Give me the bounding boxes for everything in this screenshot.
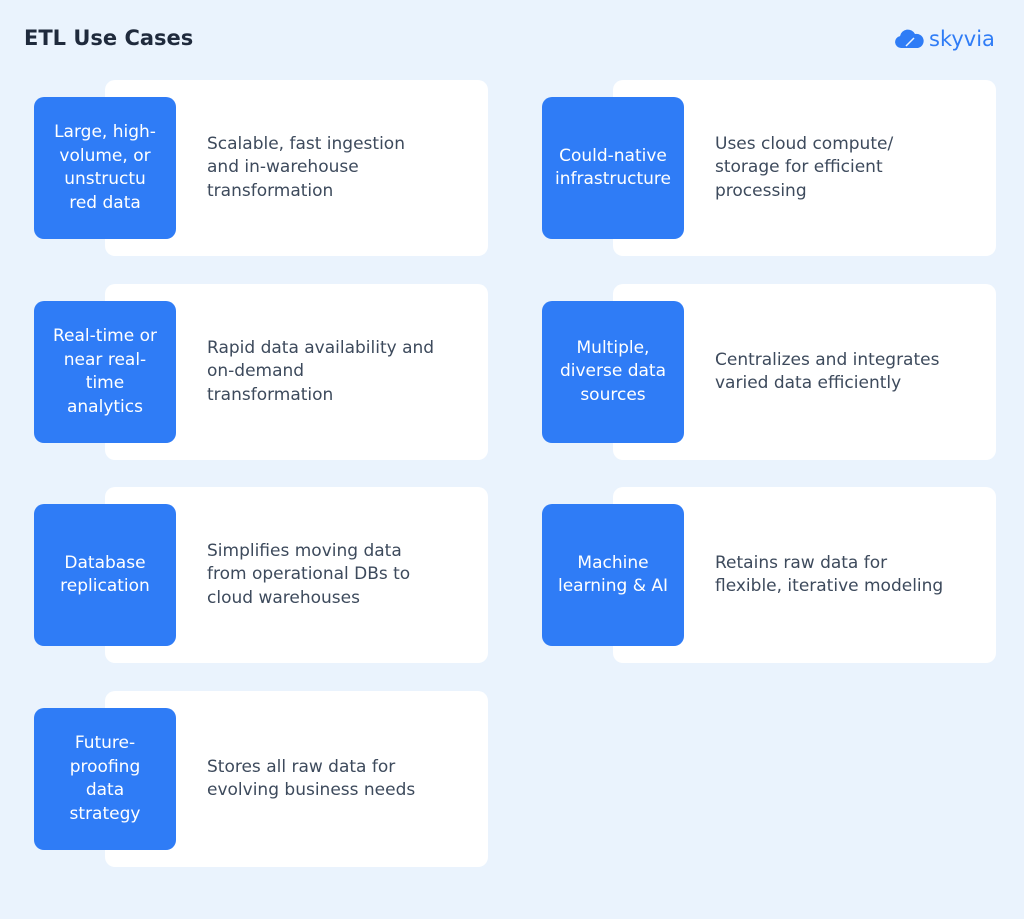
use-case-description: Retains raw data for flexible, iterative… (715, 552, 944, 597)
use-case-label: Real-time or near real- time analytics (34, 301, 176, 443)
use-case-item: Real-time or near real- time analytics Ra… (34, 284, 496, 460)
use-case-label: Multiple, diverse data sources (542, 301, 684, 443)
use-case-description: Rapid data availability and on-demand tr… (207, 337, 435, 405)
use-case-description: Stores all raw data for evolving busines… (207, 756, 416, 801)
page-title: ETL Use Cases (24, 26, 194, 50)
use-case-description: Uses cloud compute/ storage for efficien… (715, 133, 894, 201)
use-case-item: Large, high- volume, or unstructu red da… (34, 80, 496, 256)
use-case-item: Database replication Simplifies moving da… (34, 487, 496, 663)
use-case-description: Scalable, fast ingestion and in-warehous… (207, 133, 405, 201)
use-case-label: Could-native infrastructure (542, 97, 684, 239)
use-case-label: Machine learning & AI (542, 504, 684, 646)
use-case-label: Database replication (34, 504, 176, 646)
use-case-item: Machine learning & AI Retains raw data fo… (542, 487, 1004, 663)
use-case-description: Simplifies moving data from operational … (207, 540, 411, 608)
use-case-label: Future- proofing data strategy (34, 708, 176, 850)
use-case-item: Could-native infrastructure Uses cloud co… (542, 80, 1004, 256)
use-case-item: Future- proofing data strategy Stores all… (34, 691, 496, 867)
use-case-description: Centralizes and integrates varied data e… (715, 349, 940, 394)
cloud-icon (895, 29, 924, 48)
use-case-label: Large, high- volume, or unstructu red da… (34, 97, 176, 239)
use-case-item: Multiple, diverse data sources Centralize… (542, 284, 1004, 460)
skyvia-logo: skyvia (894, 27, 995, 51)
logo-text: skyvia (929, 27, 995, 51)
